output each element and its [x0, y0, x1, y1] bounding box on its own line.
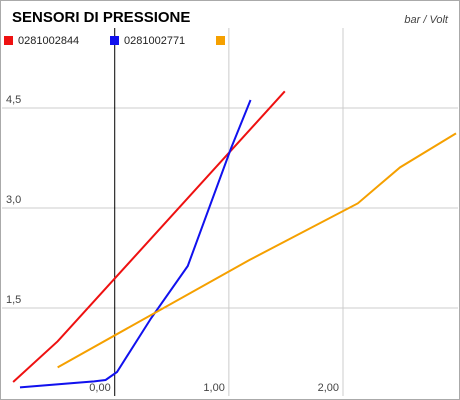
series-line [57, 132, 457, 369]
x-tick-label: 1,00 [203, 382, 224, 394]
series-line [12, 90, 286, 383]
x-tick-label: 2,00 [318, 382, 339, 394]
legend-label: 0281002771 [124, 35, 185, 47]
series-line [19, 99, 252, 389]
legend-swatch [4, 36, 13, 45]
legend-swatch [216, 36, 225, 45]
y-tick-label: 3,0 [6, 194, 21, 206]
y-tick-label: 1,5 [6, 294, 21, 306]
legend-swatch [110, 36, 119, 45]
chart-subtitle: bar / Volt [404, 14, 449, 26]
chart-title: SENSORI DI PRESSIONE [12, 9, 190, 26]
legend-label: 0281002844 [18, 35, 79, 47]
y-tick-label: 4,5 [6, 94, 21, 106]
x-tick-label: 0,00 [89, 382, 110, 394]
